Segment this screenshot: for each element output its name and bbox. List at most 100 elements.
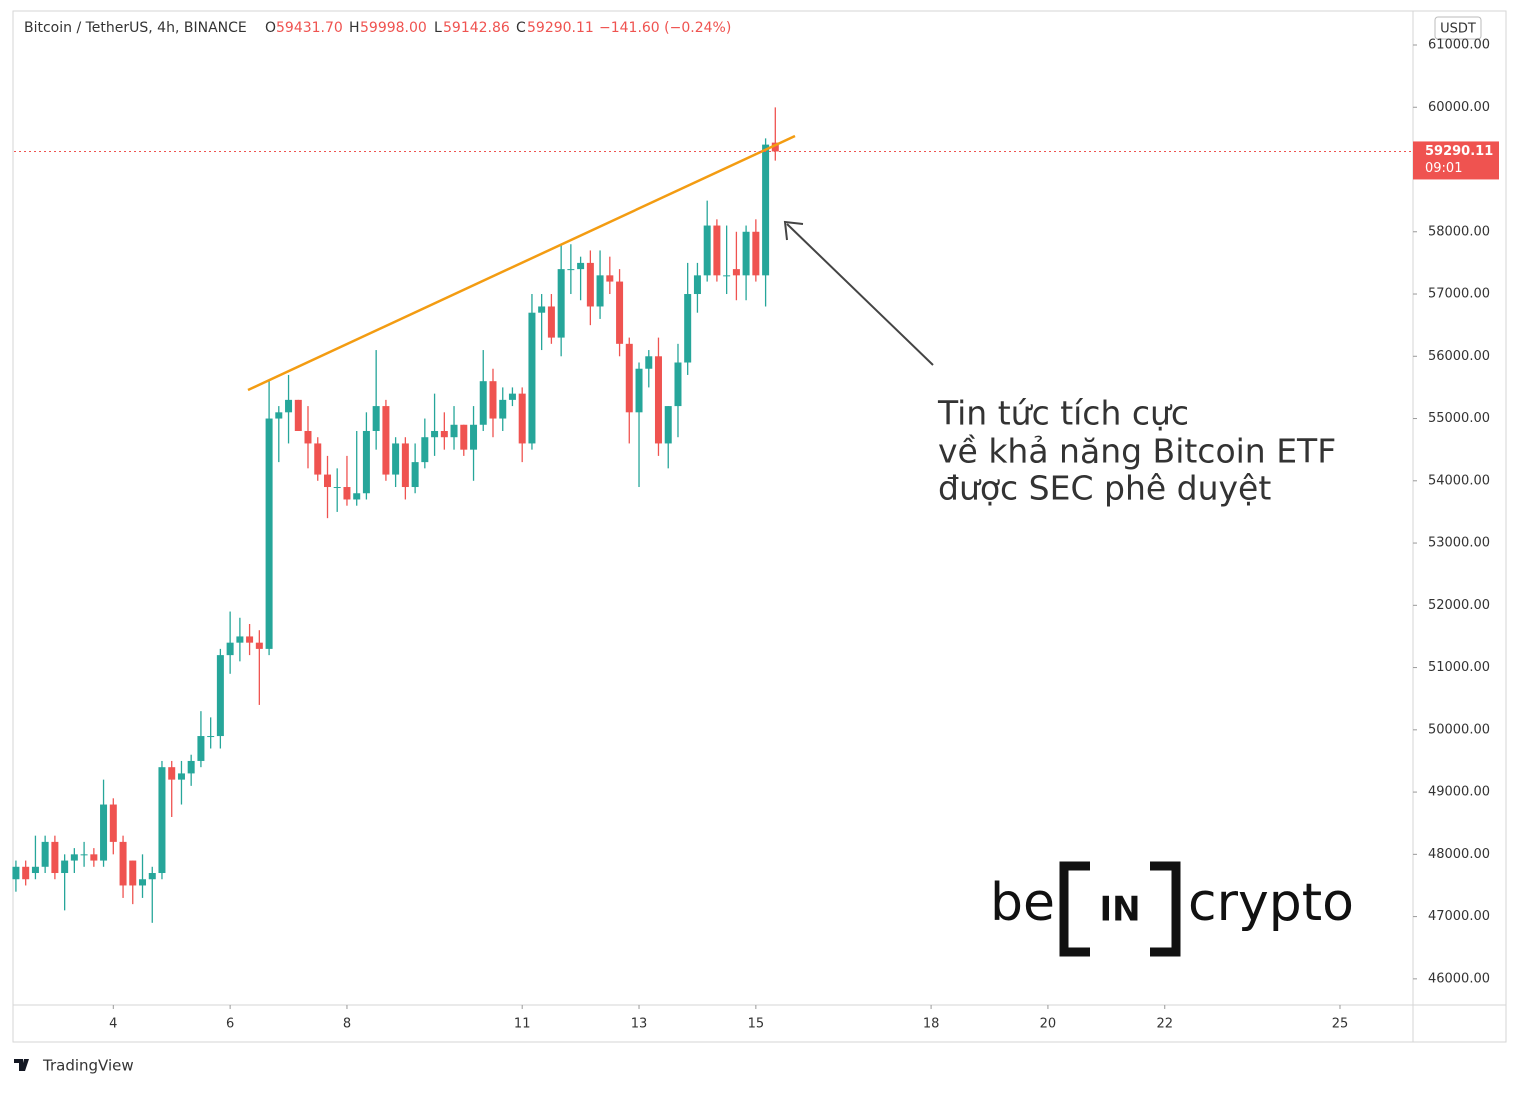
- ohlc-value: 59142.86: [443, 20, 510, 36]
- candle-body: [732, 269, 740, 276]
- y-tick-label: 61000.00: [1428, 37, 1490, 52]
- ohlc-label: H: [349, 20, 360, 36]
- header: Bitcoin / TetherUS, 4h, BINANCE O 59431.…: [24, 20, 731, 36]
- y-tick-label: 54000.00: [1428, 473, 1490, 488]
- candle-body: [129, 860, 137, 886]
- candle-body: [324, 474, 332, 488]
- candle-body: [109, 804, 117, 842]
- x-tick-label: 18: [923, 1017, 940, 1032]
- candle-body: [51, 841, 59, 874]
- candle-body: [333, 487, 341, 489]
- candle-body: [450, 424, 458, 438]
- candle-body: [90, 854, 98, 861]
- candle-body: [752, 231, 760, 276]
- candle-body: [762, 144, 770, 276]
- candle-body: [470, 424, 478, 450]
- y-tick-label: 60000.00: [1428, 100, 1490, 115]
- candle-body: [187, 760, 195, 774]
- candle-body: [236, 636, 244, 643]
- candle-body: [158, 767, 166, 874]
- ohlc-label: L: [434, 20, 442, 36]
- annotation-line: Tin tức tích cực: [937, 394, 1189, 433]
- candle-body: [557, 269, 565, 338]
- candle-body: [518, 393, 526, 444]
- candle-body: [431, 430, 439, 438]
- logo-text: crypto: [1188, 873, 1354, 933]
- candle-body: [382, 406, 390, 475]
- y-tick-label: 56000.00: [1428, 349, 1490, 364]
- candle-body: [742, 231, 750, 276]
- y-tick-label: 46000.00: [1428, 971, 1490, 986]
- change: −141.60 (−0.24%): [599, 20, 731, 36]
- candle-body: [353, 493, 361, 500]
- candle-body: [148, 873, 156, 880]
- candle-body: [139, 879, 147, 886]
- logo: be IN crypto: [990, 861, 1354, 957]
- footer: TradingView: [14, 1057, 134, 1075]
- candle-body: [401, 443, 409, 488]
- candle-body: [168, 767, 176, 780]
- candle-body: [392, 443, 400, 475]
- candle-body: [22, 866, 30, 880]
- candles: [12, 107, 779, 923]
- candle-body: [586, 262, 594, 307]
- candle-body: [372, 406, 380, 431]
- candle-body: [625, 343, 633, 413]
- x-tick-label: 11: [514, 1017, 531, 1032]
- countdown: 09:01: [1425, 161, 1462, 176]
- candle-body: [596, 275, 604, 307]
- ohlc-label: C: [516, 20, 526, 36]
- candle-body: [713, 225, 721, 276]
- candle-body: [216, 655, 224, 737]
- candle-body: [479, 381, 487, 425]
- annotation-line: được SEC phê duyệt: [938, 469, 1271, 508]
- candle-body: [246, 636, 254, 643]
- x-tick-label: 6: [226, 1017, 234, 1032]
- candle-body: [362, 430, 370, 494]
- frame: [12, 10, 1507, 1043]
- candle-body: [70, 854, 78, 861]
- y-tick-label: 51000.00: [1428, 660, 1490, 675]
- candle-body: [265, 418, 273, 649]
- candle-body: [654, 356, 662, 444]
- candle-body: [41, 841, 49, 867]
- candle-body: [207, 736, 215, 738]
- candle-body: [508, 393, 516, 400]
- ohlc-value: 59431.70: [276, 20, 343, 36]
- arrow: [783, 220, 934, 366]
- candle-body: [177, 773, 185, 780]
- y-tick-label: 58000.00: [1428, 224, 1490, 239]
- candle-body: [80, 854, 88, 856]
- trend-line: [247, 134, 796, 392]
- annotation: Tin tức tích cực về khả năng Bitcoin ETF…: [937, 394, 1336, 508]
- y-tick-label: 53000.00: [1428, 536, 1490, 551]
- candle-body: [693, 275, 701, 295]
- candle-body: [635, 368, 643, 413]
- candle-body: [684, 294, 692, 363]
- candle-body: [255, 642, 263, 649]
- candle-body: [440, 430, 448, 438]
- candle-body: [538, 306, 546, 313]
- x-tick-label: 20: [1040, 1017, 1057, 1032]
- price-tag-label: 59290.11: [1425, 144, 1493, 159]
- candle-body: [411, 462, 419, 488]
- candle-body: [275, 412, 283, 419]
- x-tick-label: 4: [109, 1017, 117, 1032]
- x-tick-label: 15: [748, 1017, 765, 1032]
- candle-body: [314, 443, 322, 475]
- currency-box[interactable]: [1434, 16, 1482, 40]
- candle-body: [577, 262, 585, 270]
- y-tick-label: 57000.00: [1428, 287, 1490, 302]
- candle-body: [460, 424, 468, 450]
- y-tick-label: 48000.00: [1428, 847, 1490, 862]
- ohlc-label: O: [265, 20, 276, 36]
- symbol: Bitcoin / TetherUS, 4h, BINANCE: [24, 20, 247, 36]
- logo-text: be: [990, 873, 1055, 933]
- candle-body: [285, 399, 293, 413]
- candle-body: [499, 399, 507, 419]
- candle-body: [100, 804, 108, 861]
- price-tag: [1413, 141, 1499, 180]
- candle-body: [489, 381, 497, 419]
- candle-body: [197, 736, 205, 761]
